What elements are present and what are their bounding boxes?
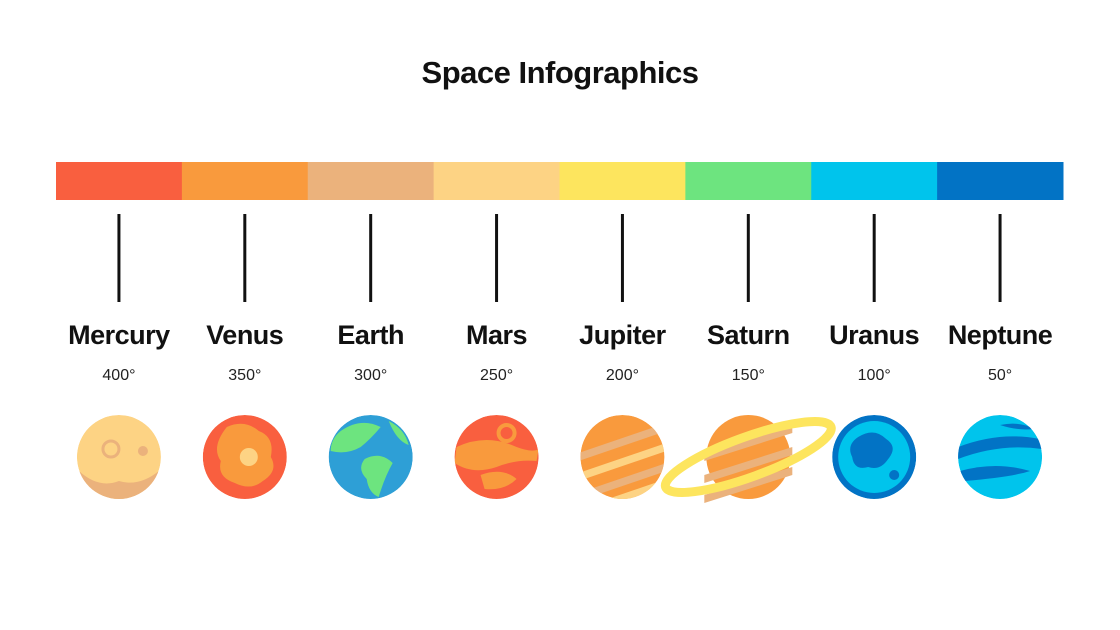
color-bar-segment — [56, 162, 183, 200]
color-bar-segment — [811, 162, 938, 200]
band — [454, 440, 539, 471]
planet-name: Mercury — [68, 320, 170, 350]
spot — [239, 448, 258, 466]
planet-temperature: 200° — [606, 367, 639, 384]
planet-temperature: 250° — [480, 367, 513, 384]
planet-art — [76, 415, 161, 499]
color-bar-segment — [181, 162, 309, 200]
planet-icon — [958, 415, 1043, 499]
planet-art — [580, 415, 665, 499]
planet-name: Earth — [337, 320, 404, 350]
planet-icon — [832, 415, 917, 499]
stripe — [580, 463, 665, 499]
swirl — [496, 423, 517, 443]
planet-icon — [328, 415, 413, 499]
color-bar-segment — [937, 162, 1064, 200]
planet-name: Jupiter — [579, 320, 667, 350]
color-bar-segment — [559, 162, 686, 200]
stripe — [958, 436, 1043, 459]
planet-icon — [202, 415, 287, 499]
ring — [660, 417, 836, 497]
planet-temperature: 150° — [732, 367, 765, 384]
planet-icon — [76, 415, 161, 499]
title: Space Infographics — [422, 55, 699, 90]
planet-temperature: 100° — [858, 367, 891, 384]
planet-art — [328, 415, 413, 499]
planet-body — [76, 415, 161, 499]
stripe — [580, 479, 665, 499]
spot — [889, 470, 900, 480]
stripe — [580, 423, 665, 461]
planet-name: Venus — [206, 320, 283, 350]
planet-art — [832, 415, 917, 499]
planet-art — [202, 415, 287, 499]
planet-art — [660, 415, 836, 503]
planet-name: Neptune — [948, 320, 1053, 350]
land — [361, 455, 393, 497]
planet-shade — [78, 471, 159, 499]
planet-name: Uranus — [829, 320, 919, 350]
color-bar-segment — [685, 162, 812, 200]
spot — [850, 432, 893, 468]
stripe — [1000, 423, 1035, 430]
swirl — [480, 471, 517, 490]
planet-temperature: 300° — [354, 367, 387, 384]
stripe — [580, 443, 665, 481]
planet-art — [958, 415, 1043, 499]
crater — [101, 439, 121, 459]
stripe — [704, 425, 793, 461]
planet-temperature: 350° — [228, 367, 261, 384]
land — [330, 422, 381, 453]
stripe — [960, 466, 1031, 481]
stripe — [704, 447, 793, 483]
planet-art — [454, 415, 539, 499]
planet-name: Mars — [466, 320, 527, 350]
crater — [137, 446, 148, 456]
planet-temperature: 50° — [988, 367, 1012, 384]
land — [388, 421, 409, 445]
planet-icon — [580, 415, 665, 499]
planet-icon — [454, 415, 539, 499]
planet-icon — [660, 415, 836, 503]
planet-temperature: 400° — [102, 367, 135, 384]
stripe — [704, 467, 793, 503]
color-bar-segment — [433, 162, 560, 200]
planet-name: Saturn — [707, 320, 790, 350]
color-bar-segment — [307, 162, 435, 200]
